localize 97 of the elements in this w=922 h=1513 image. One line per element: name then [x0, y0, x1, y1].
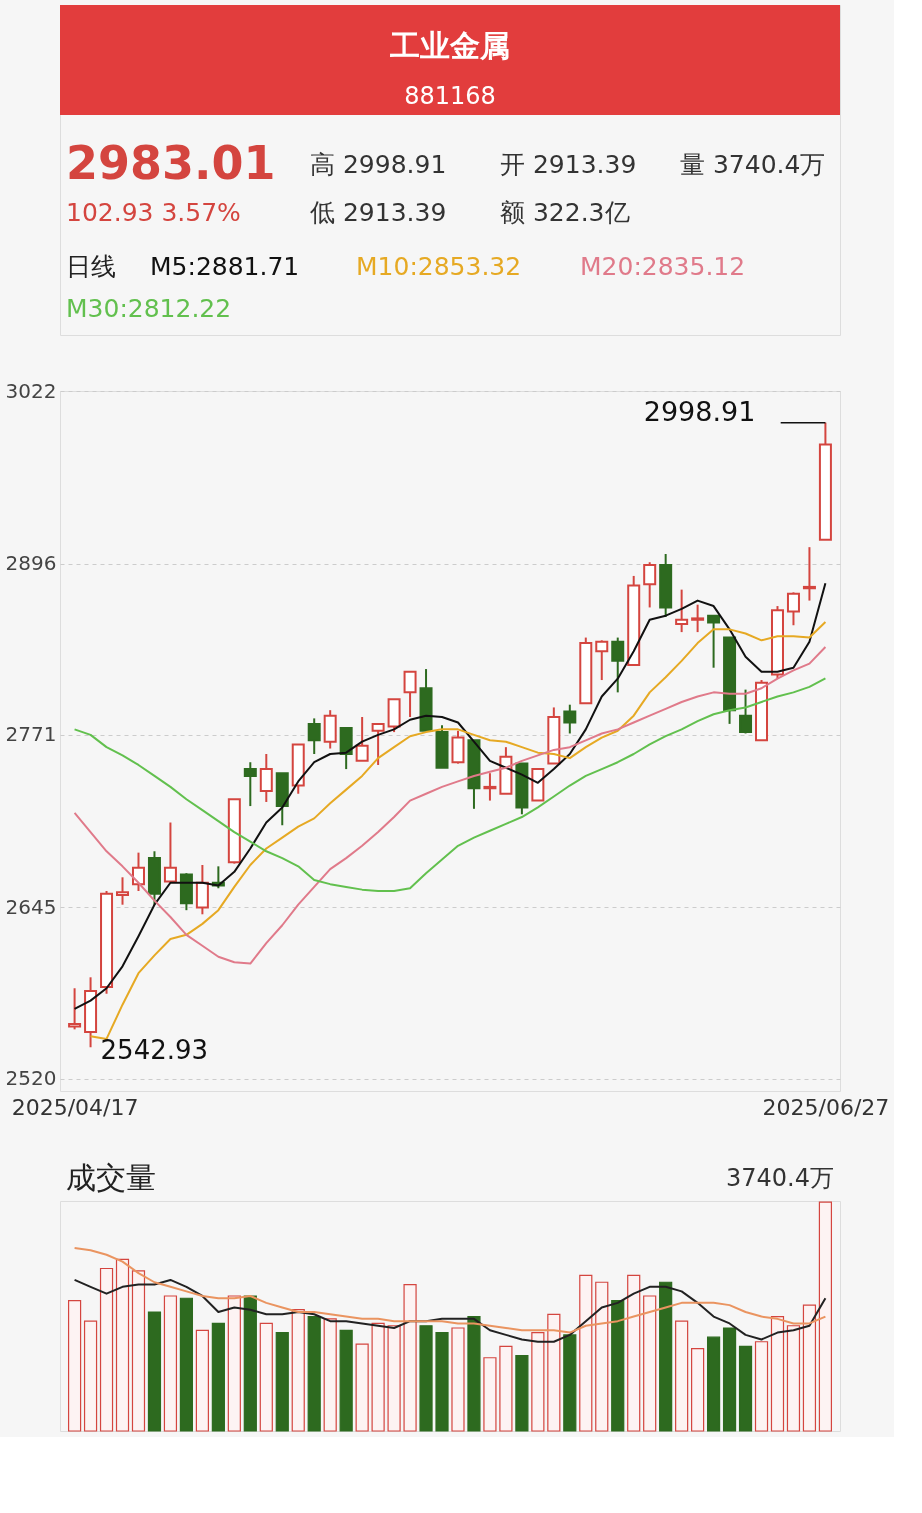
- bar: [227, 1295, 241, 1432]
- candlestick: [243, 761, 257, 808]
- line-series: [73, 646, 827, 965]
- bar: [131, 1270, 146, 1432]
- text: 102.93 3.57%: [66, 198, 241, 227]
- bar: [547, 1313, 561, 1432]
- candlestick: [116, 876, 130, 906]
- candlestick: [259, 753, 273, 803]
- candlestick: [563, 703, 577, 735]
- text: M30:2812.22: [66, 294, 232, 323]
- line-series: [73, 582, 827, 1010]
- text: M20:2835.12: [580, 252, 746, 281]
- chart-subtitle: 881168: [404, 82, 496, 110]
- bar: [147, 1311, 162, 1432]
- text: 开 2913.39: [500, 150, 637, 179]
- bar: [579, 1274, 593, 1432]
- bar: [659, 1281, 673, 1432]
- candlestick: [707, 614, 721, 669]
- bar: [435, 1331, 449, 1432]
- line-series: [73, 677, 827, 892]
- text: 3740.4万: [726, 1164, 834, 1192]
- bar: [339, 1329, 353, 1432]
- bar: [770, 1315, 785, 1432]
- bar: [243, 1295, 257, 1432]
- bar: [738, 1345, 753, 1432]
- bar: [275, 1331, 289, 1432]
- y-tick-label: 3022: [5, 378, 57, 403]
- bar: [643, 1295, 657, 1432]
- candlestick: [371, 722, 385, 766]
- candlestick: [307, 717, 321, 756]
- bar: [83, 1320, 98, 1432]
- candlestick: [675, 588, 689, 634]
- text: 低 2913.39: [310, 198, 447, 227]
- candlestick: [643, 561, 657, 609]
- candlestick: [739, 688, 753, 735]
- candlestick: [786, 591, 800, 627]
- bar: [754, 1341, 769, 1432]
- candlestick: [611, 636, 625, 694]
- x-tick-label: 2025/06/27: [762, 1094, 890, 1120]
- candlestick: [68, 987, 82, 1031]
- bar: [595, 1281, 609, 1432]
- bar: [355, 1343, 369, 1432]
- bar: [419, 1325, 433, 1432]
- bar: [675, 1320, 689, 1432]
- text: 2983.01: [66, 136, 276, 190]
- annotation: 2998.91: [643, 395, 756, 427]
- line-series: [89, 621, 827, 1040]
- bar: [195, 1329, 209, 1432]
- candlestick: [483, 772, 497, 802]
- bar: [99, 1267, 114, 1432]
- y-tick-label: 2520: [5, 1066, 57, 1091]
- x-tick-label: 2025/04/17: [11, 1094, 139, 1120]
- text: 量 3740.4万: [680, 150, 826, 179]
- bar: [706, 1336, 721, 1432]
- candlestick: [403, 670, 417, 719]
- bar: [691, 1348, 705, 1432]
- bar: [403, 1283, 417, 1432]
- candlestick: [691, 603, 705, 634]
- bar: [259, 1322, 273, 1432]
- bar: [627, 1274, 641, 1432]
- y-tick-label: 2645: [5, 894, 57, 919]
- bar: [611, 1299, 625, 1432]
- bar: [371, 1322, 385, 1432]
- bar: [802, 1304, 817, 1432]
- text: 额 322.3亿: [500, 198, 630, 227]
- chart-title: 成交量: [66, 1160, 156, 1195]
- candlestick: [595, 639, 609, 682]
- bar: [483, 1357, 497, 1432]
- text: M10:2853.32: [356, 252, 522, 281]
- bar: [211, 1322, 225, 1432]
- bar: [307, 1315, 321, 1432]
- bar: [115, 1258, 130, 1432]
- bar: [387, 1325, 401, 1432]
- candlestick: [355, 716, 369, 762]
- y-tick-label: 2896: [5, 551, 57, 576]
- bar: [818, 1201, 833, 1432]
- bar: [499, 1345, 513, 1432]
- bar: [163, 1295, 178, 1432]
- text: M5:2881.71: [150, 252, 300, 281]
- bar: [515, 1354, 529, 1432]
- chart-title: 工业金属: [389, 28, 510, 63]
- bar: [323, 1318, 337, 1432]
- bar: [722, 1327, 737, 1432]
- legend-title: 日线: [66, 252, 116, 281]
- bar: [467, 1315, 481, 1432]
- text: 高 2998.91: [310, 150, 447, 179]
- candlestick: [802, 546, 816, 602]
- y-tick-label: 2771: [5, 722, 57, 747]
- bar: [451, 1327, 465, 1432]
- bar: [786, 1325, 801, 1432]
- candlestick: [163, 821, 177, 884]
- bar: [179, 1297, 194, 1432]
- bar: [563, 1334, 577, 1432]
- bar: [531, 1331, 545, 1432]
- bar: [291, 1309, 305, 1432]
- bar: [67, 1299, 82, 1432]
- annotation: 2542.93: [100, 1035, 209, 1066]
